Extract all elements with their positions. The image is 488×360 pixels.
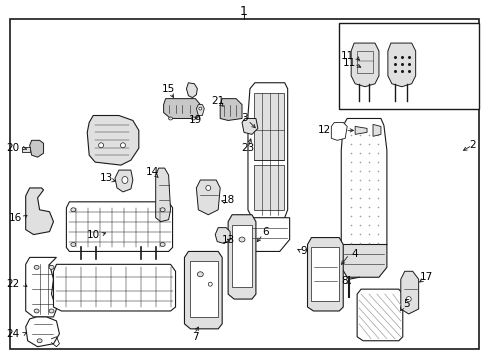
Text: 11: 11 [340, 51, 353, 61]
Text: 17: 17 [419, 272, 432, 282]
Polygon shape [253, 93, 283, 160]
Ellipse shape [49, 309, 54, 313]
Polygon shape [115, 170, 133, 192]
Polygon shape [350, 43, 378, 87]
Polygon shape [26, 257, 56, 317]
Polygon shape [10, 19, 478, 349]
Ellipse shape [197, 272, 203, 277]
Text: 24: 24 [6, 329, 20, 339]
Polygon shape [242, 118, 257, 134]
Text: 1: 1 [240, 5, 247, 18]
Ellipse shape [160, 243, 165, 247]
Polygon shape [372, 125, 380, 136]
Polygon shape [21, 147, 30, 152]
Text: 4: 4 [351, 249, 358, 260]
Ellipse shape [406, 297, 410, 302]
Ellipse shape [122, 176, 128, 184]
Polygon shape [26, 188, 53, 235]
Text: 13: 13 [221, 234, 234, 244]
Polygon shape [339, 23, 478, 109]
Ellipse shape [160, 208, 165, 212]
Ellipse shape [168, 117, 172, 120]
Text: 16: 16 [8, 213, 21, 223]
Polygon shape [196, 180, 220, 215]
Polygon shape [244, 218, 289, 251]
Ellipse shape [71, 208, 76, 212]
Ellipse shape [37, 339, 42, 343]
Polygon shape [26, 317, 60, 347]
Polygon shape [215, 228, 230, 243]
Polygon shape [341, 244, 386, 277]
Polygon shape [220, 99, 242, 121]
Text: 2: 2 [468, 140, 475, 150]
Polygon shape [232, 225, 251, 287]
Text: 14: 14 [146, 167, 159, 177]
Text: 20: 20 [7, 143, 20, 153]
Text: 21: 21 [211, 96, 224, 105]
Polygon shape [87, 116, 139, 165]
Ellipse shape [120, 143, 125, 148]
Text: 18: 18 [221, 195, 234, 205]
Polygon shape [356, 289, 402, 341]
Text: 10: 10 [86, 230, 100, 239]
Ellipse shape [199, 107, 202, 110]
Text: 3: 3 [241, 113, 247, 123]
Polygon shape [196, 105, 204, 116]
Ellipse shape [99, 143, 103, 148]
Polygon shape [53, 264, 175, 311]
Text: 15: 15 [162, 84, 175, 94]
Polygon shape [253, 165, 283, 210]
Text: 12: 12 [317, 125, 331, 135]
Text: 7: 7 [192, 332, 198, 342]
Text: 9: 9 [300, 247, 306, 256]
Text: 6: 6 [262, 226, 268, 237]
Ellipse shape [205, 185, 210, 190]
Polygon shape [354, 126, 366, 134]
Ellipse shape [49, 265, 54, 269]
Ellipse shape [34, 265, 39, 269]
Polygon shape [247, 83, 287, 222]
Text: 5: 5 [403, 299, 409, 309]
Polygon shape [184, 251, 222, 329]
Polygon shape [311, 247, 339, 301]
Polygon shape [66, 202, 172, 251]
Polygon shape [30, 140, 43, 157]
Polygon shape [163, 99, 200, 118]
Polygon shape [155, 168, 170, 222]
Ellipse shape [34, 309, 39, 313]
Text: 8: 8 [340, 276, 347, 286]
Polygon shape [307, 238, 343, 311]
Polygon shape [228, 215, 255, 299]
Polygon shape [331, 122, 346, 140]
Ellipse shape [71, 243, 76, 247]
Ellipse shape [191, 117, 195, 120]
Ellipse shape [208, 282, 212, 286]
Text: 19: 19 [188, 116, 202, 126]
Polygon shape [341, 118, 386, 255]
Text: 11: 11 [342, 58, 355, 68]
Text: 22: 22 [6, 279, 20, 289]
Ellipse shape [239, 237, 244, 242]
Text: 13: 13 [99, 173, 112, 183]
Polygon shape [400, 271, 418, 314]
Polygon shape [186, 83, 197, 98]
Polygon shape [387, 43, 415, 87]
Polygon shape [190, 261, 218, 317]
Text: 23: 23 [241, 143, 254, 153]
